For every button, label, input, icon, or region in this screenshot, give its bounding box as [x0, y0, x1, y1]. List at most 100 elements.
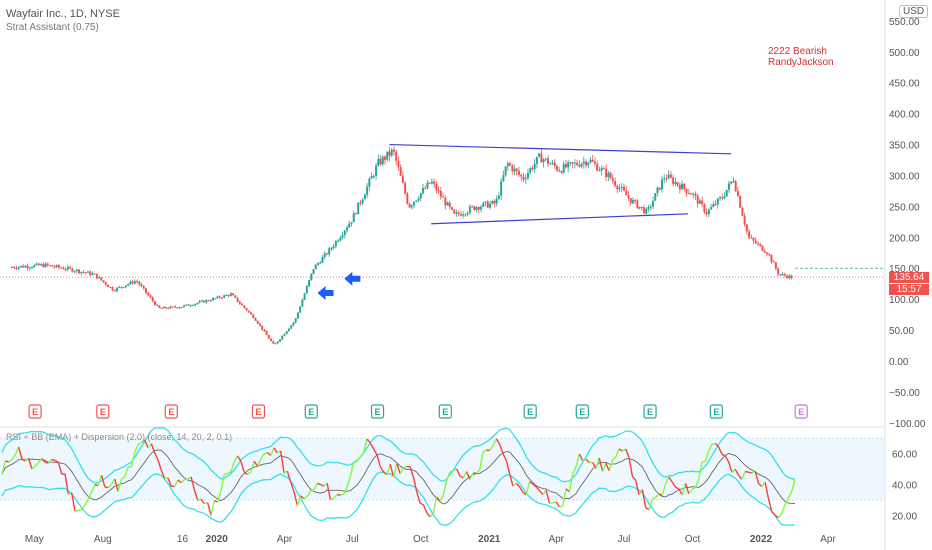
candle-body: [129, 281, 132, 285]
rsi-segment: [419, 502, 424, 506]
candle-body: [185, 304, 188, 306]
candle-body: [64, 269, 67, 271]
candle-body: [346, 227, 349, 231]
rsi-segment: [134, 444, 139, 453]
candle-body: [118, 286, 121, 288]
candle-body: [781, 274, 784, 276]
candle-body: [361, 199, 364, 204]
oscillator-legend[interactable]: RSI + BB (EMA) + Dispersion (2.0) (close…: [6, 432, 233, 442]
rsi-segment: [436, 496, 441, 502]
rsi-segment: [578, 453, 584, 462]
candle-body: [276, 341, 279, 344]
candle-body: [48, 265, 51, 267]
candle-body: [292, 322, 295, 326]
earnings-marker-icon[interactable]: E: [164, 404, 178, 419]
time-tick-label: Aug: [94, 534, 112, 545]
candle-body: [390, 149, 393, 156]
rsi-segment: [243, 471, 248, 475]
rsi-segment: [555, 501, 561, 508]
rsi-segment: [519, 486, 524, 493]
rsi-segment: [748, 471, 752, 474]
candle-body: [585, 161, 588, 166]
rsi-segment: [94, 483, 99, 487]
candle-body: [95, 273, 98, 279]
candle-body: [176, 307, 179, 309]
candle-body: [754, 240, 757, 244]
candle-body: [310, 273, 313, 281]
candle-body: [160, 307, 163, 309]
earnings-marker-icon[interactable]: E: [575, 404, 589, 419]
earnings-marker-icon[interactable]: E: [709, 404, 723, 419]
rsi-segment: [320, 483, 325, 487]
candle-body: [658, 187, 661, 190]
candle-body: [777, 268, 780, 275]
candle-body: [218, 296, 221, 298]
rsi-segment: [582, 458, 587, 462]
candle-body: [62, 268, 65, 270]
candle-body: [305, 286, 308, 294]
candle-body: [629, 198, 632, 204]
candle-body: [53, 266, 56, 268]
candle-body: [442, 196, 445, 198]
candle-body: [493, 200, 496, 204]
rsi-segment: [615, 448, 620, 458]
earnings-marker-icon[interactable]: E: [438, 404, 452, 419]
earnings-marker-label: E: [308, 407, 314, 417]
currency-button[interactable]: USD: [899, 5, 929, 18]
rsi-segment: [121, 476, 126, 480]
candle-body: [752, 237, 755, 241]
rsi-segment: [688, 488, 693, 495]
candle-body: [531, 168, 534, 170]
candle-body: [158, 305, 161, 308]
earnings-marker-frame: [370, 404, 385, 419]
rsi-segment: [233, 455, 239, 463]
earnings-marker-icon[interactable]: E: [304, 404, 318, 419]
rsi-segment: [492, 438, 498, 446]
candle-body: [156, 304, 159, 306]
rsi-segment: [562, 488, 567, 507]
annotation-line-1: 2222 Bearish: [768, 46, 827, 57]
rsi-segment: [764, 482, 770, 499]
earnings-marker-icon[interactable]: E: [523, 404, 537, 419]
earnings-marker-icon[interactable]: E: [370, 404, 385, 419]
price-tick-label: 450.00: [889, 79, 920, 90]
earnings-marker-icon[interactable]: E: [28, 404, 42, 419]
candle-body: [763, 250, 766, 253]
rsi-segment: [601, 463, 607, 472]
earnings-marker-icon[interactable]: E: [794, 404, 808, 419]
candle-body: [748, 231, 751, 238]
arrow-marker-icon: [344, 271, 361, 286]
candle-body: [167, 308, 170, 310]
earnings-marker-icon[interactable]: E: [251, 404, 266, 419]
rsi-segment: [681, 483, 687, 496]
rsi-segment: [734, 468, 740, 476]
time-tick-label: 16: [177, 534, 189, 545]
candle-body: [294, 318, 297, 323]
rsi-segment: [273, 447, 278, 454]
candle-body: [730, 181, 733, 184]
candle-body: [770, 254, 773, 262]
candle-body: [576, 162, 579, 166]
indicator-legend[interactable]: Strat Assistant (0.75): [6, 22, 99, 33]
rsi-segment: [41, 458, 46, 463]
candle-body: [685, 188, 688, 194]
candle-body: [153, 301, 156, 305]
candle-body: [26, 265, 29, 269]
earnings-marker-icon[interactable]: E: [643, 404, 657, 419]
rsi-segment: [416, 491, 421, 504]
earnings-marker-icon[interactable]: E: [96, 404, 110, 419]
candle-body: [301, 299, 304, 307]
time-tick-label: Apr: [277, 534, 293, 545]
candle-body: [341, 235, 344, 238]
rsi-segment: [326, 483, 332, 500]
candle-body: [654, 192, 657, 201]
candle-body: [165, 306, 168, 309]
earnings-marker-label: E: [713, 407, 719, 417]
rsi-segment: [409, 466, 415, 478]
candle-body: [401, 175, 404, 183]
candle-body: [225, 295, 228, 297]
rsi-segment: [260, 453, 265, 460]
rsi-segment: [721, 453, 726, 457]
rsi-segment: [256, 458, 262, 467]
